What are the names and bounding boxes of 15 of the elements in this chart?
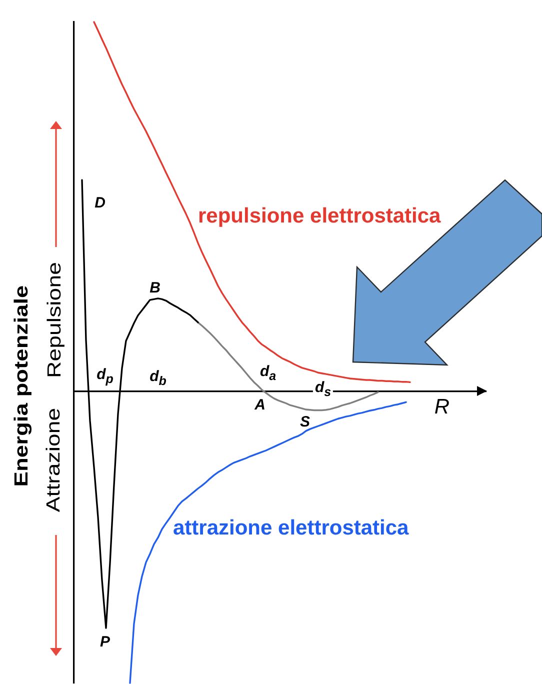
annotation: d$_{s}$: [312, 378, 334, 399]
y-axis-title: Energia potenziale: [12, 285, 32, 487]
text: Repulsione: [44, 262, 66, 378]
x-axis-title: R: [434, 396, 450, 419]
annotation: d$_{a}$: [260, 362, 276, 383]
annotation: B: [150, 280, 160, 296]
annotation: d$_{p}$: [96, 366, 114, 386]
annotation: S: [300, 414, 310, 430]
annotation: d$_{b}$: [150, 368, 166, 388]
annotation: P: [100, 634, 110, 650]
text: Attrazione: [44, 408, 64, 512]
annotation: A: [254, 396, 266, 414]
annotation: D: [94, 194, 106, 212]
series-label: repulsione elettrostatica: [198, 204, 441, 228]
series-label: attrazione elettrostatica: [173, 516, 409, 540]
